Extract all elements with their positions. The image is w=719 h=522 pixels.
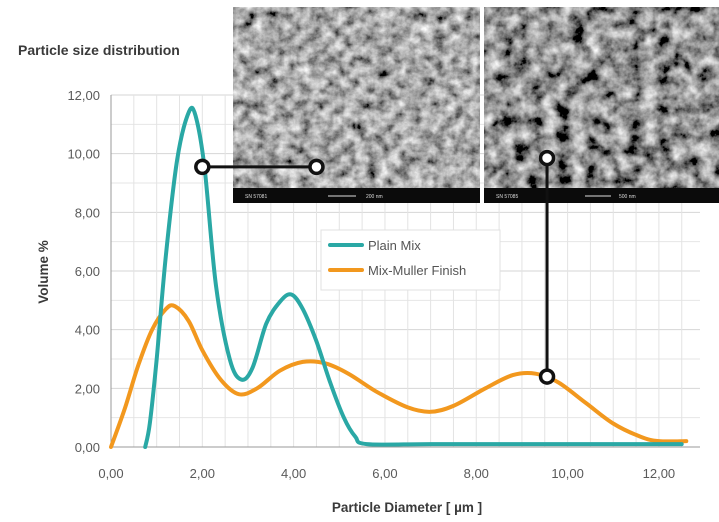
series-line-mix-muller-finish (109, 303, 689, 449)
x-tick-label: 6,00 (372, 466, 397, 481)
marker-endpoint (308, 158, 325, 176)
legend-label-plain-mix: Plain Mix (368, 238, 421, 253)
chart-title: Particle size distribution (18, 42, 180, 58)
series-group (109, 105, 689, 449)
y-tick-label: 0,00 (75, 440, 100, 455)
sem-left-id: SN 57081 (245, 194, 267, 200)
y-tick-label: 2,00 (75, 381, 100, 396)
x-tick-label: 0,00 (98, 466, 123, 481)
x-tick-label: 2,00 (190, 466, 215, 481)
sem-left-scale: 200 nm (366, 194, 383, 200)
image-marker-lines (194, 149, 556, 385)
marker-endpoint (538, 149, 556, 167)
x-tick-label: 4,00 (281, 466, 306, 481)
sem-image-left: SN 57081 200 nm (233, 7, 480, 203)
x-tick-label: 8,00 (464, 466, 489, 481)
legend: Plain Mix Mix-Muller Finish (320, 229, 501, 291)
y-tick-labels: 0,00 2,00 4,00 6,00 8,00 10,00 12,00 (67, 88, 100, 455)
sem-image-right: SN 57085 500 nm (484, 7, 719, 203)
y-axis-label: Volume % (36, 240, 51, 304)
x-tick-label: 10,00 (551, 466, 584, 481)
legend-label-mix-muller-finish: Mix-Muller Finish (368, 263, 466, 278)
x-axis-label: Particle Diameter [ µm ] (332, 500, 482, 515)
y-tick-label: 4,00 (75, 323, 100, 338)
sem-right-id: SN 57085 (496, 194, 518, 200)
y-tick-label: 8,00 (75, 205, 100, 220)
sem-right-scale: 500 nm (619, 194, 636, 200)
series-line-plain-mix (143, 105, 684, 449)
y-tick-label: 10,00 (67, 147, 100, 162)
x-tick-labels: 0,00 2,00 4,00 6,00 8,00 10,00 12,00 (98, 466, 675, 481)
marker-endpoint (194, 158, 211, 176)
marker-endpoint (538, 368, 556, 385)
y-tick-label: 12,00 (67, 88, 100, 103)
x-tick-label: 12,00 (643, 466, 676, 481)
y-tick-label: 6,00 (75, 264, 100, 279)
